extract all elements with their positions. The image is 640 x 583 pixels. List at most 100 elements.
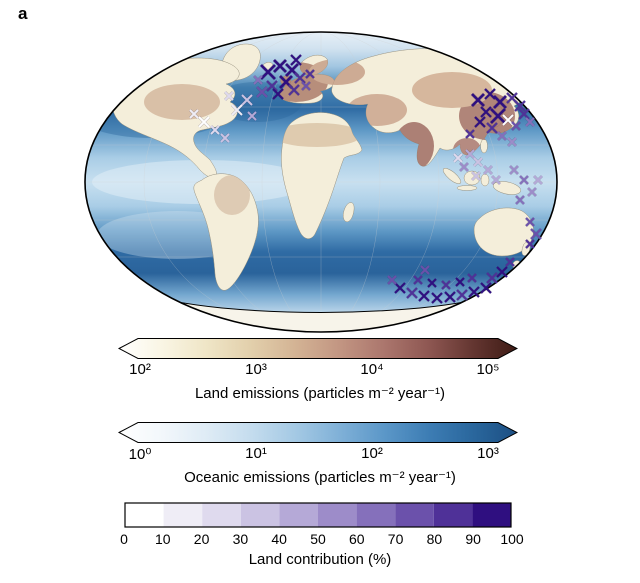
contribution-segments bbox=[125, 503, 511, 527]
contribution-segment bbox=[356, 503, 396, 527]
site-marker bbox=[468, 286, 480, 298]
site-marker bbox=[301, 81, 311, 91]
tick-label: 30 bbox=[232, 531, 249, 547]
ocean-colorbar-caption: Oceanic emissions (particles m⁻² year⁻¹) bbox=[184, 469, 456, 486]
tick-label: 20 bbox=[193, 531, 210, 547]
tick-label: 10⁰ bbox=[128, 446, 152, 463]
oceanic-emissions-colorbar bbox=[118, 422, 518, 443]
site-marker bbox=[394, 282, 406, 294]
site-marker bbox=[294, 72, 306, 84]
tick-label: 10¹ bbox=[245, 445, 267, 462]
site-marker bbox=[515, 195, 525, 205]
site-marker bbox=[224, 91, 234, 101]
tick-label: 10⁴ bbox=[360, 361, 384, 378]
contribution-segment bbox=[433, 503, 473, 527]
site-marker bbox=[413, 275, 423, 285]
site-marker bbox=[247, 111, 257, 121]
site-marker bbox=[514, 100, 526, 112]
tick-label: 10⁵ bbox=[476, 361, 500, 378]
tick-label: 10³ bbox=[477, 445, 499, 462]
site-marker bbox=[480, 106, 492, 118]
site-marker bbox=[418, 290, 430, 302]
site-marker bbox=[480, 282, 492, 294]
site-marker bbox=[444, 291, 456, 303]
site-marker bbox=[273, 59, 287, 73]
site-marker bbox=[490, 108, 506, 124]
site-marker bbox=[459, 162, 469, 172]
site-marker bbox=[486, 272, 498, 284]
site-marker bbox=[455, 277, 465, 287]
site-marker bbox=[471, 93, 485, 107]
site-marker bbox=[509, 165, 519, 175]
site-marker bbox=[465, 129, 475, 139]
site-marker bbox=[502, 114, 514, 126]
contribution-colorbar-ticks: 0 10 20 30 40 50 60 70 80 90 100 bbox=[120, 531, 524, 549]
site-marker bbox=[427, 278, 437, 288]
site-marker bbox=[519, 175, 529, 185]
land-colorbar-bar bbox=[118, 338, 518, 359]
site-marker bbox=[441, 280, 451, 290]
site-marker bbox=[456, 289, 468, 301]
site-marker bbox=[210, 125, 220, 135]
site-marker bbox=[406, 287, 418, 299]
contribution-segment bbox=[202, 503, 241, 527]
site-marker bbox=[467, 273, 477, 283]
site-marker bbox=[525, 217, 535, 227]
site-marker bbox=[530, 228, 542, 240]
tick-label: 50 bbox=[310, 531, 326, 547]
panel-label: a bbox=[18, 4, 28, 23]
site-marker bbox=[420, 265, 430, 275]
site-marker bbox=[453, 153, 463, 163]
site-marker bbox=[465, 149, 475, 159]
tick-label: 0 bbox=[120, 531, 128, 547]
site-marker bbox=[305, 69, 315, 79]
site-marker bbox=[253, 75, 263, 85]
measurement-sites bbox=[188, 53, 544, 305]
tick-label: 10² bbox=[129, 361, 151, 378]
tick-label: 60 bbox=[349, 531, 365, 547]
site-marker bbox=[431, 292, 443, 304]
tick-label: 70 bbox=[387, 531, 404, 547]
site-marker bbox=[533, 175, 543, 185]
site-marker bbox=[525, 239, 535, 249]
site-marker bbox=[507, 137, 517, 147]
contribution-segment bbox=[240, 503, 280, 527]
site-marker bbox=[260, 64, 276, 80]
site-marker bbox=[272, 88, 284, 100]
site-marker bbox=[290, 54, 302, 66]
contribution-segment bbox=[472, 503, 511, 527]
contribution-segment bbox=[279, 503, 318, 527]
site-marker bbox=[527, 187, 537, 197]
site-marker bbox=[511, 121, 521, 131]
site-marker bbox=[497, 131, 507, 141]
site-marker bbox=[473, 157, 483, 167]
land-emissions-colorbar bbox=[118, 338, 518, 359]
site-marker bbox=[266, 80, 278, 92]
site-marker bbox=[241, 94, 253, 106]
contribution-segment bbox=[318, 503, 357, 527]
site-marker bbox=[387, 275, 397, 285]
site-marker bbox=[471, 171, 481, 181]
tick-label: 10² bbox=[361, 445, 383, 462]
tick-label: 10³ bbox=[245, 361, 267, 378]
site-marker bbox=[189, 109, 199, 119]
ocean-colorbar-bar bbox=[118, 422, 518, 443]
site-marker bbox=[231, 104, 243, 116]
tick-label: 40 bbox=[271, 531, 287, 547]
site-marker bbox=[491, 175, 501, 185]
world-map bbox=[84, 31, 558, 333]
site-marker bbox=[220, 133, 230, 143]
land-contribution-colorbar bbox=[124, 502, 512, 528]
contribution-segment bbox=[395, 503, 434, 527]
site-marker bbox=[493, 95, 507, 109]
site-marker bbox=[474, 116, 486, 128]
tick-label: 100 bbox=[500, 531, 524, 547]
land-colorbar-caption: Land emissions (particles m⁻² year⁻¹) bbox=[194, 385, 446, 402]
land-colorbar-ticks: 10² 10³ 10⁴ 10⁵ bbox=[129, 361, 499, 379]
site-marker bbox=[288, 84, 300, 96]
contribution-bar-border bbox=[124, 502, 512, 528]
tick-label: 80 bbox=[426, 531, 443, 547]
site-marker bbox=[496, 266, 508, 278]
site-marker bbox=[525, 117, 535, 127]
